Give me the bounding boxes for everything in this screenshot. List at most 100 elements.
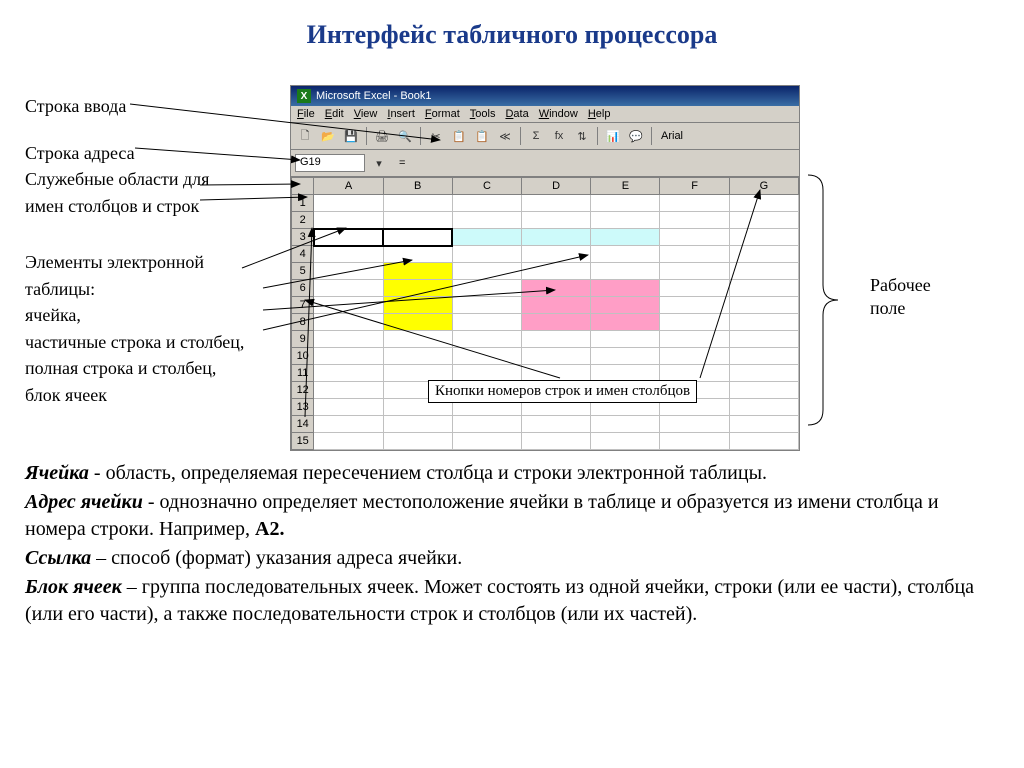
- cell-C9[interactable]: [452, 331, 521, 348]
- cell-A1[interactable]: [314, 195, 383, 212]
- cell-B2[interactable]: [383, 212, 452, 229]
- cell-F15[interactable]: [660, 433, 729, 450]
- cell-C11[interactable]: [452, 365, 521, 382]
- toolbar-button[interactable]: 💬: [626, 126, 646, 146]
- toolbar-button[interactable]: ⇅: [572, 126, 592, 146]
- column-header-F[interactable]: F: [660, 178, 729, 195]
- cell-E15[interactable]: [591, 433, 660, 450]
- column-header-G[interactable]: G: [729, 178, 798, 195]
- cell-G5[interactable]: [729, 263, 798, 280]
- cell-E2[interactable]: [591, 212, 660, 229]
- cell-A2[interactable]: [314, 212, 383, 229]
- row-header-5[interactable]: 5: [292, 263, 314, 280]
- cell-G2[interactable]: [729, 212, 798, 229]
- cell-A10[interactable]: [314, 348, 383, 365]
- row-header-15[interactable]: 15: [292, 433, 314, 450]
- cell-B5[interactable]: [383, 263, 452, 280]
- cell-C4[interactable]: [452, 246, 521, 263]
- cell-B9[interactable]: [383, 331, 452, 348]
- cell-F14[interactable]: [660, 416, 729, 433]
- cell-B4[interactable]: [383, 246, 452, 263]
- row-header-9[interactable]: 9: [292, 331, 314, 348]
- menu-help[interactable]: Help: [588, 108, 611, 120]
- menu-data[interactable]: Data: [505, 108, 528, 120]
- cell-B6[interactable]: [383, 280, 452, 297]
- cell-C7[interactable]: [452, 297, 521, 314]
- toolbar-button[interactable]: Σ: [526, 126, 546, 146]
- cell-E5[interactable]: [591, 263, 660, 280]
- menu-view[interactable]: View: [354, 108, 378, 120]
- cell-E3[interactable]: [591, 229, 660, 246]
- cell-F6[interactable]: [660, 280, 729, 297]
- cell-E11[interactable]: [591, 365, 660, 382]
- cell-G1[interactable]: [729, 195, 798, 212]
- cell-D6[interactable]: [522, 280, 591, 297]
- menu-insert[interactable]: Insert: [387, 108, 415, 120]
- toolbar-button[interactable]: ✂: [426, 126, 446, 146]
- cell-C15[interactable]: [452, 433, 521, 450]
- cell-D3[interactable]: [522, 229, 591, 246]
- cell-E1[interactable]: [591, 195, 660, 212]
- column-header-D[interactable]: D: [522, 178, 591, 195]
- cell-E14[interactable]: [591, 416, 660, 433]
- toolbar-button[interactable]: ≪: [495, 126, 515, 146]
- cell-G13[interactable]: [729, 399, 798, 416]
- cell-B1[interactable]: [383, 195, 452, 212]
- toolbar-button[interactable]: 📊: [603, 126, 623, 146]
- cell-E8[interactable]: [591, 314, 660, 331]
- cell-A15[interactable]: [314, 433, 383, 450]
- cell-B7[interactable]: [383, 297, 452, 314]
- cell-F7[interactable]: [660, 297, 729, 314]
- cell-E4[interactable]: [591, 246, 660, 263]
- row-header-12[interactable]: 12: [292, 382, 314, 399]
- cell-B15[interactable]: [383, 433, 452, 450]
- cell-C14[interactable]: [452, 416, 521, 433]
- cell-G12[interactable]: [729, 382, 798, 399]
- toolbar-button[interactable]: 🗋: [295, 126, 315, 146]
- cell-A5[interactable]: [314, 263, 383, 280]
- cell-A12[interactable]: [314, 382, 383, 399]
- cell-A11[interactable]: [314, 365, 383, 382]
- cell-G15[interactable]: [729, 433, 798, 450]
- font-name-box[interactable]: Arial: [657, 130, 683, 142]
- cell-G9[interactable]: [729, 331, 798, 348]
- cell-F5[interactable]: [660, 263, 729, 280]
- cell-A6[interactable]: [314, 280, 383, 297]
- cell-E10[interactable]: [591, 348, 660, 365]
- cell-A14[interactable]: [314, 416, 383, 433]
- column-header-E[interactable]: E: [591, 178, 660, 195]
- row-header-13[interactable]: 13: [292, 399, 314, 416]
- cell-F2[interactable]: [660, 212, 729, 229]
- cell-D9[interactable]: [522, 331, 591, 348]
- cell-D10[interactable]: [522, 348, 591, 365]
- cell-D15[interactable]: [522, 433, 591, 450]
- cell-C6[interactable]: [452, 280, 521, 297]
- row-header-2[interactable]: 2: [292, 212, 314, 229]
- row-header-10[interactable]: 10: [292, 348, 314, 365]
- row-header-6[interactable]: 6: [292, 280, 314, 297]
- cell-D5[interactable]: [522, 263, 591, 280]
- toolbar-button[interactable]: 📋: [472, 126, 492, 146]
- cell-A8[interactable]: [314, 314, 383, 331]
- cell-D8[interactable]: [522, 314, 591, 331]
- toolbar-button[interactable]: fx: [549, 126, 569, 146]
- cell-F8[interactable]: [660, 314, 729, 331]
- cell-A9[interactable]: [314, 331, 383, 348]
- cell-C1[interactable]: [452, 195, 521, 212]
- cell-B10[interactable]: [383, 348, 452, 365]
- row-header-8[interactable]: 8: [292, 314, 314, 331]
- select-all-corner[interactable]: [292, 178, 314, 195]
- cell-G11[interactable]: [729, 365, 798, 382]
- cell-G3[interactable]: [729, 229, 798, 246]
- column-header-C[interactable]: C: [452, 178, 521, 195]
- cell-E7[interactable]: [591, 297, 660, 314]
- cell-D7[interactable]: [522, 297, 591, 314]
- name-box[interactable]: G19: [295, 154, 365, 172]
- toolbar-button[interactable]: 🖨: [372, 126, 392, 146]
- cell-G4[interactable]: [729, 246, 798, 263]
- cell-C10[interactable]: [452, 348, 521, 365]
- row-header-7[interactable]: 7: [292, 297, 314, 314]
- cell-F9[interactable]: [660, 331, 729, 348]
- column-header-A[interactable]: A: [314, 178, 383, 195]
- row-header-14[interactable]: 14: [292, 416, 314, 433]
